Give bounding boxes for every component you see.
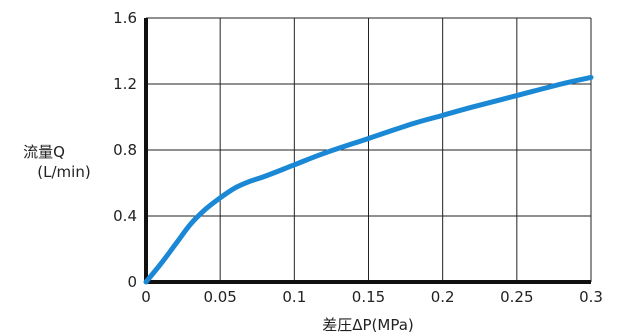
x-tick-label-5: 0.25 — [500, 288, 533, 306]
x-tick-label-4: 0.2 — [431, 288, 455, 306]
y-tick-label-3: 1.2 — [113, 75, 137, 93]
x-axis-title: 差圧ΔP(MPa) — [322, 316, 414, 334]
series-group — [143, 74, 594, 285]
x-tick-label-1: 0.05 — [203, 288, 236, 306]
y-axis-title: 流量Q — [23, 143, 65, 161]
x-tick-label-0: 0 — [141, 288, 151, 306]
y-tick-labels: 0 0.4 0.8 1.2 1.6 — [113, 9, 137, 291]
y-tick-label-0: 0 — [127, 273, 137, 291]
y-tick-label-2: 0.8 — [113, 141, 137, 159]
x-tick-labels: 0 0.05 0.1 0.15 0.2 0.25 0.3 — [141, 288, 603, 306]
x-tick-label-2: 0.1 — [282, 288, 306, 306]
series-line-0 — [143, 74, 594, 285]
y-axis-unit: (L/min) — [37, 163, 90, 181]
x-tick-label-3: 0.15 — [352, 288, 385, 306]
y-tick-label-1: 0.4 — [113, 207, 137, 225]
x-tick-label-6: 0.3 — [579, 288, 603, 306]
y-tick-label-4: 1.6 — [113, 9, 137, 27]
